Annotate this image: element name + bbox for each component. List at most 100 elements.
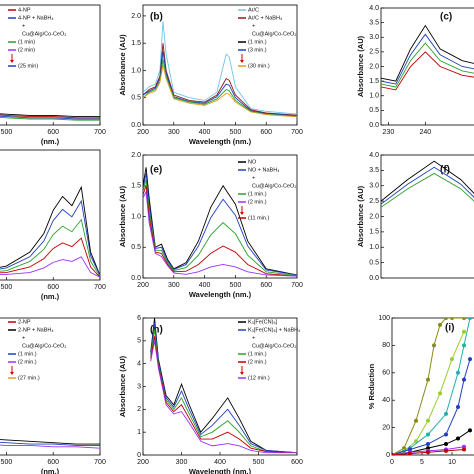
plot-area <box>0 113 100 121</box>
x-tick-label: 600 <box>47 284 59 291</box>
x-tick-label: 600 <box>291 459 303 466</box>
series-line <box>0 199 100 276</box>
point <box>456 405 460 410</box>
x-tick-label: 600 <box>47 459 59 466</box>
legend-entry: + <box>252 335 255 341</box>
legend-arrow-head <box>240 372 244 375</box>
point <box>456 370 460 375</box>
series-line <box>150 329 297 454</box>
series-line <box>381 33 474 85</box>
point <box>426 442 430 447</box>
legend-arrow-head <box>240 212 244 215</box>
plot-frame <box>391 317 474 456</box>
point <box>462 447 466 452</box>
x-tick-label: 0 <box>390 459 394 466</box>
point <box>444 442 448 447</box>
legend-entry: Cu@Alg/Co-CeO₂ <box>252 183 296 189</box>
x-tick-label: 240 <box>419 129 431 136</box>
y-tick-label: 1.0 <box>131 67 141 74</box>
series-line <box>381 166 474 205</box>
point <box>462 444 466 449</box>
point <box>444 448 448 453</box>
y-tick-label: 1.5 <box>369 229 379 236</box>
series-line <box>0 444 100 449</box>
y-axis-title: Absorbance (AU) <box>118 185 127 247</box>
legend-entry: (1 min.) <box>248 39 267 45</box>
legend-entry: NO + NaBH₄ <box>248 167 280 173</box>
legend-entry: (12 min.) <box>248 375 270 381</box>
y-tick-label: 80 <box>382 342 390 349</box>
legend-entry: Cu@Alg/Co-CeO₂ <box>252 31 296 37</box>
y-tick-label: 5 <box>137 338 141 345</box>
legend-entry: + <box>22 23 25 29</box>
y-tick-label: 2 <box>137 406 141 413</box>
legend-entry: Ar/C + NaBH₄ <box>248 15 283 21</box>
x-tick-label: 500 <box>1 129 13 136</box>
legend-entry: (27 min.) <box>18 375 40 381</box>
plot-area <box>143 167 297 277</box>
plot-frame <box>142 4 298 126</box>
point <box>426 450 430 455</box>
point <box>468 428 472 433</box>
point <box>450 318 454 320</box>
panel: 500 600 700 (nm.) 4-NP 4-NP + NaBH₄ + Cu@Alg/Co… <box>0 4 106 146</box>
legend-entry: 2-NP + NaBH₄ <box>18 327 54 333</box>
point <box>444 318 448 320</box>
y-tick-label: 1.5 <box>131 183 141 190</box>
point <box>438 391 442 396</box>
y-tick-label: 20 <box>382 424 390 431</box>
series-line <box>143 173 297 276</box>
point <box>462 329 466 334</box>
y-axis-title: Absorbance (AU) <box>356 35 365 97</box>
series-line <box>143 51 297 117</box>
plot-area <box>150 318 297 454</box>
series-line <box>392 331 465 455</box>
series-line <box>381 51 474 91</box>
series-line <box>392 318 471 455</box>
y-tick-label: 0.0 <box>369 275 379 282</box>
series-line <box>143 185 297 277</box>
y-tick-label: 3.5 <box>369 167 379 174</box>
x-tick-label: 700 <box>291 282 303 289</box>
series-line <box>150 318 297 454</box>
panel: 0.0 0.5 1.0 1.5 2.0 2.5 3.0 3.5 4.0 Absorbance (A… <box>356 152 474 282</box>
y-axis-title: % Reduction <box>367 363 376 409</box>
point <box>450 357 454 362</box>
point <box>462 343 466 348</box>
legend-entry: Cu@Alg/Co-CeO₂ <box>22 31 66 37</box>
legend-entry: (11 min.) <box>248 215 269 221</box>
y-tick-label: 0.5 <box>369 107 379 114</box>
x-tick-label: 230 <box>383 129 395 136</box>
legend-entry: + <box>252 175 255 181</box>
x-tick-label: 500 <box>1 284 13 291</box>
x-tick-label: 300 <box>168 129 180 136</box>
series-line <box>150 336 297 454</box>
x-tick-label: 400 <box>214 459 226 466</box>
y-tick-label: 0.5 <box>131 244 141 251</box>
legend-entry: 4-NP + NaBH₄ <box>18 15 54 21</box>
y-axis-title: Absorbance (AU) <box>118 355 127 417</box>
x-axis-title: Wavelength (nm.) <box>189 467 252 474</box>
series-line <box>0 441 100 446</box>
panel-label: (f) <box>440 165 450 176</box>
legend-entry: (30 min.) <box>248 63 270 69</box>
legend-entry: Ar/C <box>248 7 259 13</box>
x-tick-label: 500 <box>230 129 242 136</box>
plot-area <box>381 24 474 91</box>
x-tick-label: 700 <box>94 129 106 136</box>
y-tick-label: 1.0 <box>369 244 379 251</box>
y-tick-label: 6 <box>137 315 141 322</box>
panel: 200 300 400 500 600 700 0.0 0.5 1.0 1.5 2.0 Wavelen… <box>118 152 303 299</box>
x-tick-label: 600 <box>260 282 272 289</box>
legend-entry: 4-NP <box>18 7 31 13</box>
x-axis-title: (nm.) <box>41 467 60 474</box>
y-tick-label: 1.5 <box>131 40 141 47</box>
legend-arrow-head <box>10 372 14 375</box>
series-line <box>0 115 100 120</box>
plot-area <box>392 318 472 455</box>
point <box>426 446 430 451</box>
x-tick-label: 700 <box>94 459 106 466</box>
x-tick-label: 400 <box>199 129 211 136</box>
legend-entry: (3 min.) <box>248 47 267 53</box>
